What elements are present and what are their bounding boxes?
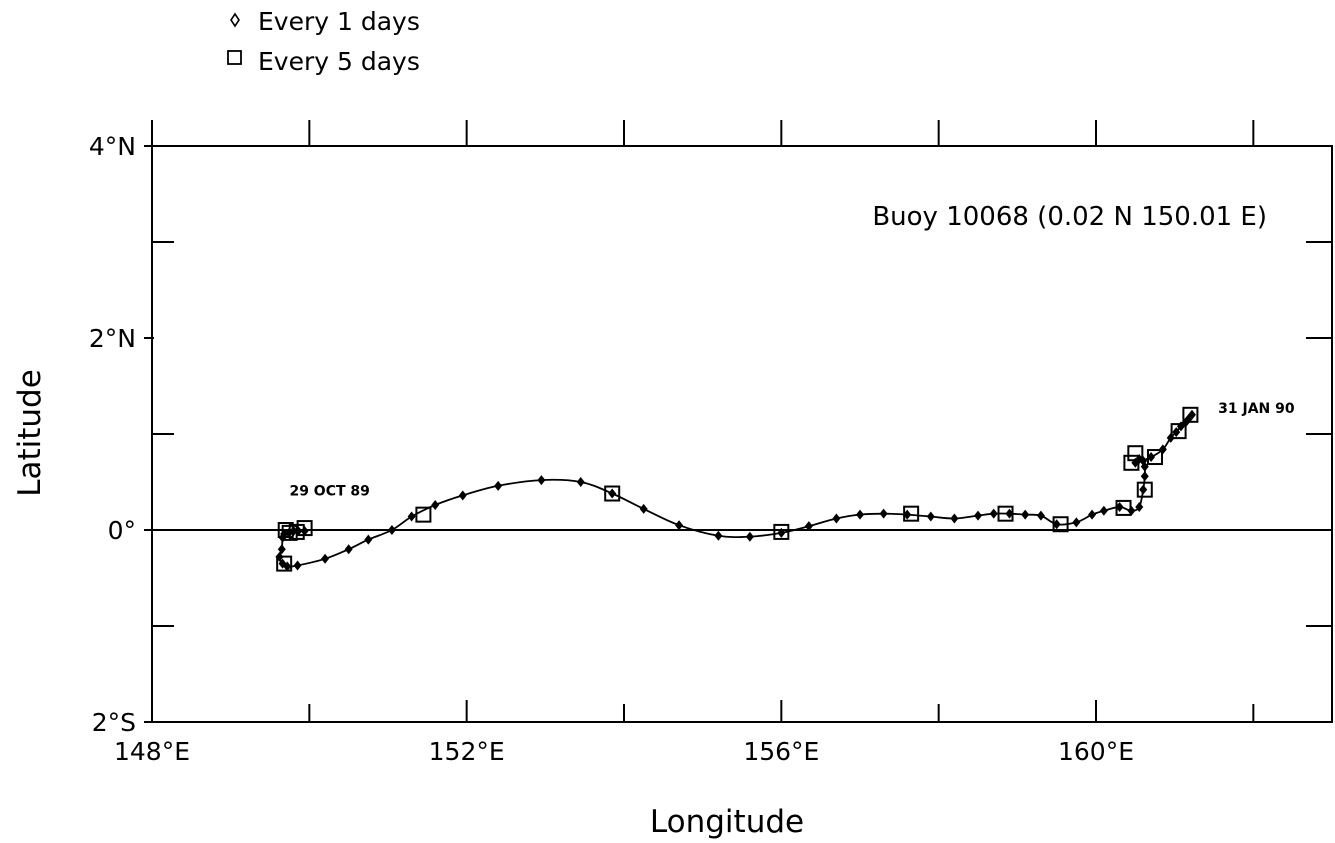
five-day-point-17 [1182,406,1199,423]
chart-annotation: Buoy 10068 (0.02 N 150.01 E) [872,202,1267,232]
daily-point-14 [387,524,396,536]
legend: Every 1 days Every 5 days [227,7,420,76]
five-day-point-4 [276,555,293,572]
end-date-label: 31 JAN 90 [1218,401,1295,417]
five-day-point-11 [1115,499,1132,516]
five-day-point-13 [1127,445,1144,462]
daily-point-21 [608,488,617,499]
start-date-label: 29 OCT 89 [289,484,369,500]
legend-item-5day: Every 5 days [227,47,420,76]
daily-point-6 [277,544,286,555]
plot-frame [151,145,1333,723]
daily-point-42 [1099,505,1108,516]
five-day-point-15 [1147,449,1163,466]
daily-point-8 [278,558,287,569]
legend-item-daily: Every 1 days [230,7,420,36]
five-day-point-10 [1052,516,1069,533]
daily-point-59 [1187,409,1196,420]
x-tick-label-3: 160°E [1058,737,1134,766]
daily-point-13 [364,534,373,545]
daily-point-16 [431,500,440,511]
five-day-point-3 [277,522,294,538]
trajectory-line [278,414,1193,568]
legend-label-daily: Every 1 days [258,7,420,36]
legend-square-marker [227,50,242,65]
x-tick-label-0: 148°E [114,737,190,766]
daily-point-30 [879,508,888,519]
daily-point-10 [293,560,302,571]
x-tick-label-2: 156°E [743,737,819,766]
daily-point-19 [537,475,546,486]
daily-point-15 [407,511,416,522]
five-day-point-12 [1123,454,1140,471]
daily-point-38 [1036,510,1045,521]
five-day-point-14 [1136,481,1153,498]
y-tick-label-3: 2°S [92,708,136,737]
daily-point-40 [1072,517,1081,528]
five-day-point-5 [415,506,432,523]
daily-point-27 [804,521,813,532]
y-tick-label-2: 0° [108,516,136,545]
daily-point-41 [1088,509,1097,520]
series-layer [275,406,1199,572]
five-day-point-7 [773,523,790,540]
daily-point-32 [926,511,935,522]
x-tick-label-1: 152°E [429,737,505,766]
daily-point-25 [745,531,754,542]
legend-label-5day: Every 5 days [258,47,420,76]
daily-point-37 [1021,509,1030,520]
daily-point-12 [344,544,353,555]
daily-point-29 [855,509,865,520]
daily-point-47 [1140,471,1149,482]
daily-point-17 [458,490,467,501]
daily-point-26 [777,527,786,538]
five-day-point-9 [997,505,1014,522]
daily-point-24 [714,530,723,541]
daily-point-46 [1139,484,1148,495]
y-tick-label-0: 4°N [89,132,136,161]
daily-point-55 [1172,427,1181,438]
daily-point-34 [973,510,983,521]
daily-point-11 [321,553,330,564]
five-day-point-8 [903,505,920,522]
legend-diamond-marker [230,12,240,28]
daily-point-28 [832,513,841,524]
axes: 148°E 152°E 156°E 160°E 4°N 2°N 0° 2°S [89,120,1332,766]
y-axis-label: Latitude [12,369,48,497]
y-tick-label-1: 2°N [89,324,136,353]
five-day-point-16 [1170,423,1187,440]
five-day-point-2 [281,524,298,541]
five-day-point-6 [604,485,621,502]
daily-point-18 [494,480,503,491]
daily-point-35 [989,508,998,519]
daily-point-33 [950,513,959,524]
daily-point-45 [1135,501,1144,512]
daily-point-23 [675,520,684,531]
daily-point-22 [639,503,648,514]
daily-point-20 [576,476,585,488]
daily-point-48 [1140,461,1149,472]
x-axis-label: Longitude [650,804,804,840]
